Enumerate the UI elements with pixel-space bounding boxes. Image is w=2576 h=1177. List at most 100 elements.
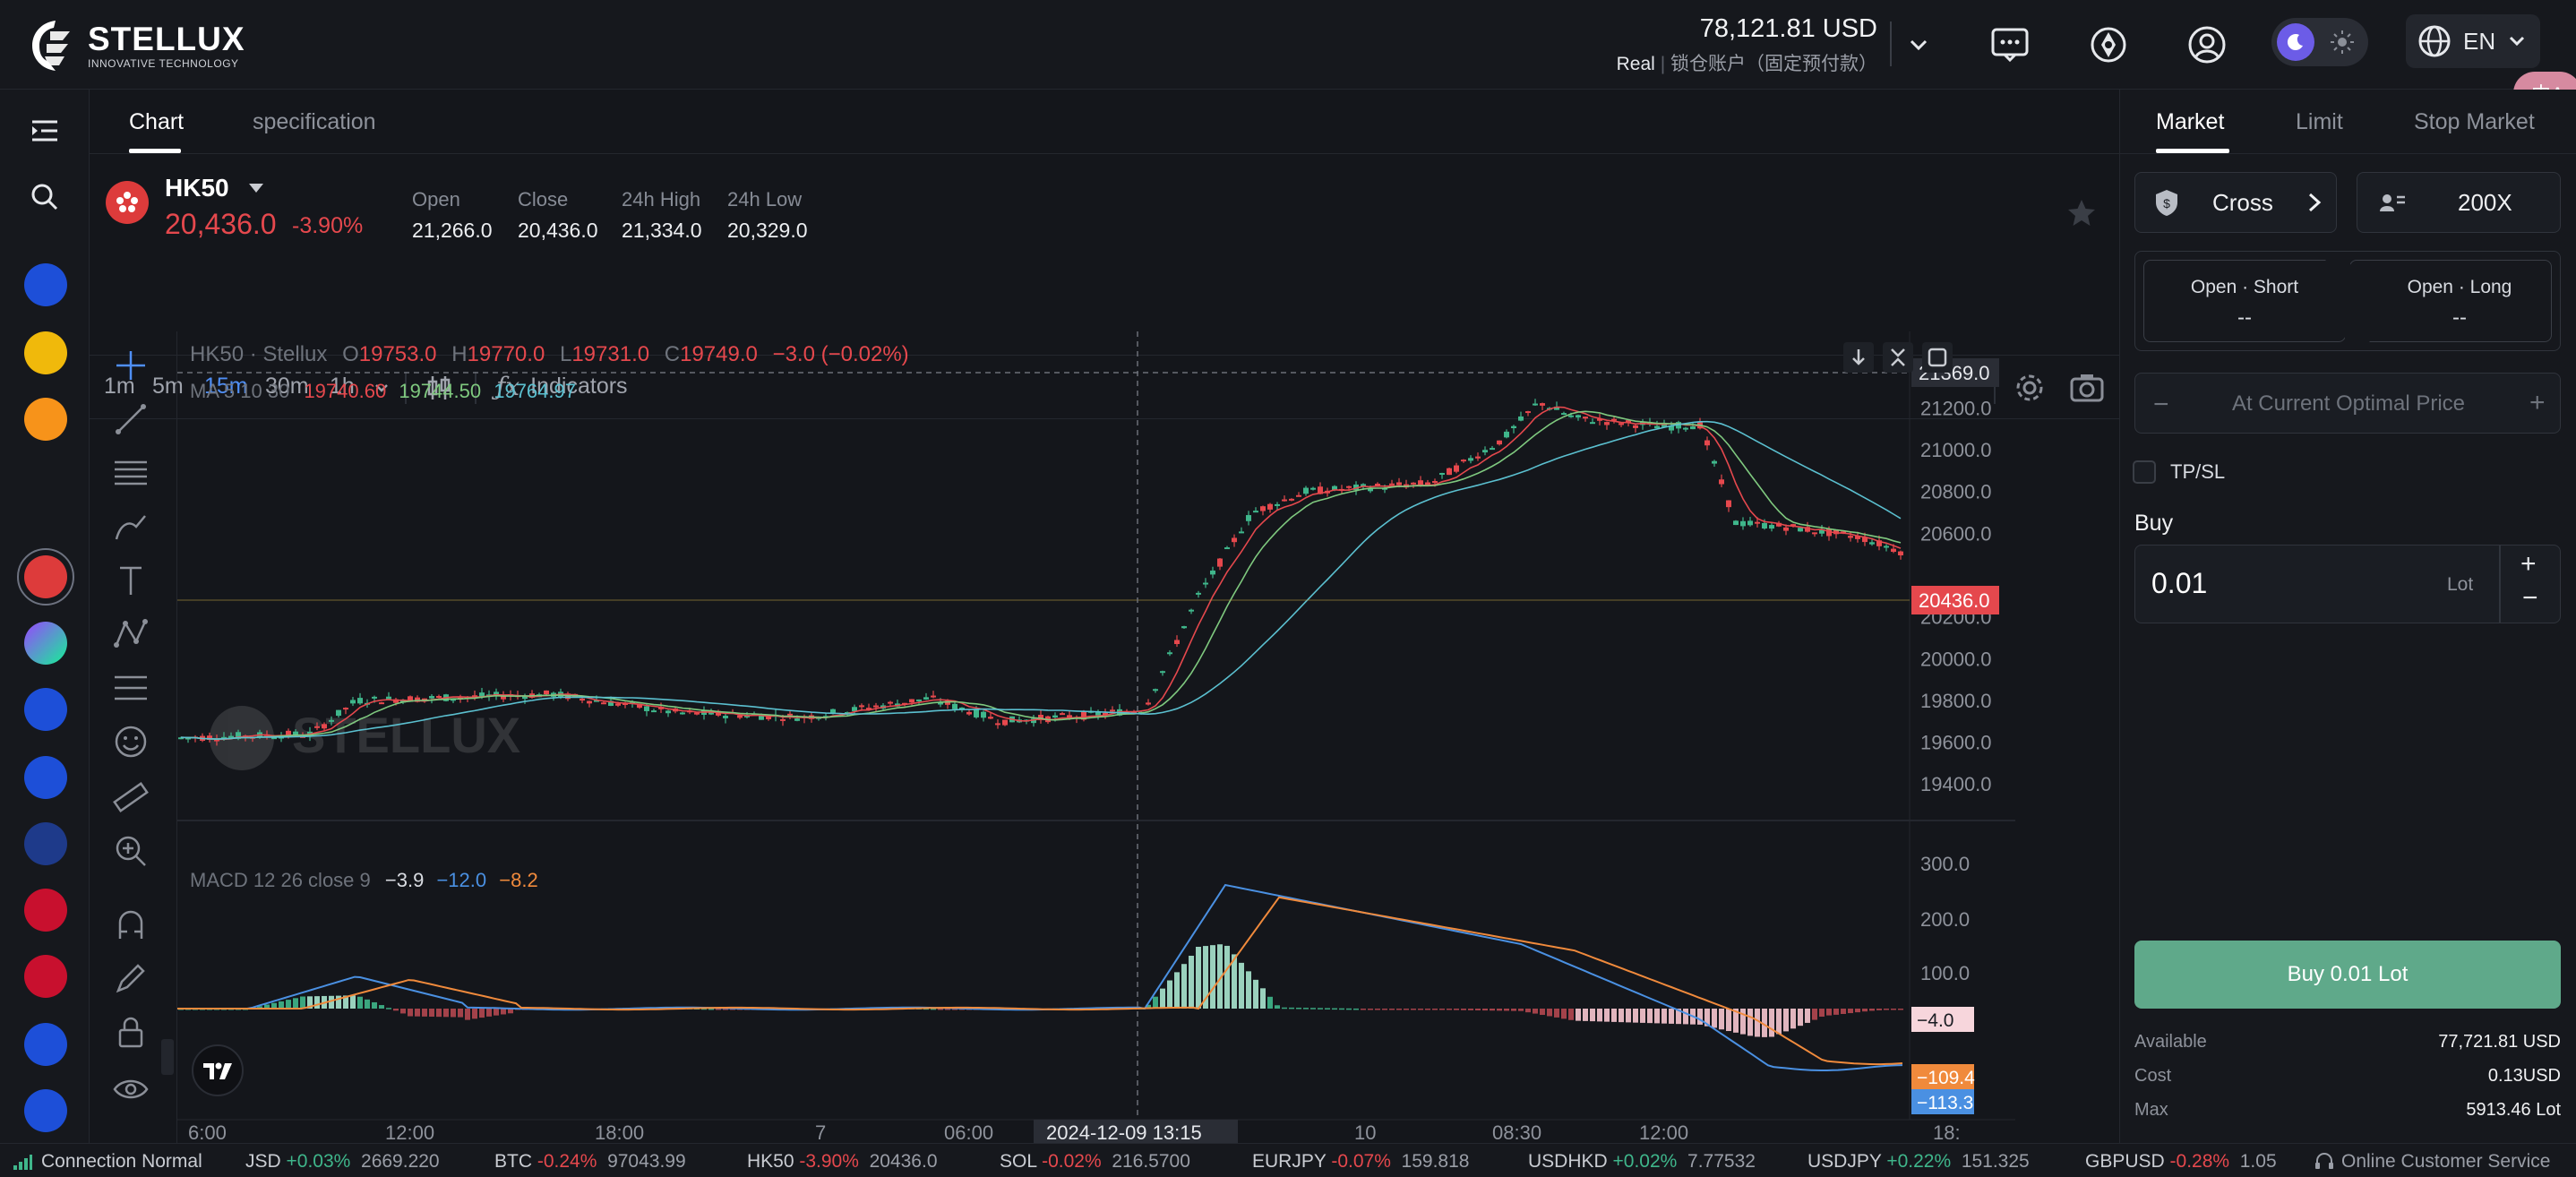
price-chart[interactable]: STELLUX 21200.0 21000.0 20800.0 20600.0 2020…	[177, 331, 2015, 1143]
scroll-to-latest-icon[interactable]	[1843, 342, 1874, 373]
favorite-star-icon[interactable]	[2065, 197, 2098, 229]
macd-histogram-bar	[393, 1009, 399, 1011]
trend-line-icon[interactable]	[111, 399, 150, 439]
zoom-in-icon[interactable]	[111, 831, 150, 871]
ticker-item[interactable]: JSD +0.03% 2669.220	[245, 1151, 440, 1172]
account-dropdown-icon[interactable]	[1893, 20, 1944, 70]
macd-histogram-bar	[1425, 1009, 1430, 1010]
crosshair-cursor-icon[interactable]	[111, 346, 150, 385]
ticker-item[interactable]: USDJPY +0.22% 151.325	[1807, 1151, 2030, 1172]
legend-close: 19749.0	[680, 342, 758, 366]
sol-symbol-icon[interactable]	[24, 622, 67, 665]
visibility-eye-icon[interactable]	[111, 1070, 150, 1109]
eurjpy-symbol-icon[interactable]	[24, 688, 67, 731]
ticker-item[interactable]: BTC -0.24% 97043.99	[494, 1151, 686, 1172]
ma5-line	[180, 406, 1902, 741]
text-tool-icon[interactable]	[111, 561, 150, 600]
symbol-name[interactable]: HK50	[165, 174, 229, 202]
eurusd-symbol-icon[interactable]	[24, 263, 67, 306]
btc-symbol-icon[interactable]	[24, 398, 67, 441]
macd-histogram-bar	[1232, 954, 1237, 1009]
usdjpy-symbol-icon[interactable]	[24, 822, 67, 865]
ticker-item[interactable]: HK50 -3.90% 20436.0	[747, 1151, 938, 1172]
pattern-tool-icon[interactable]	[111, 614, 150, 654]
symbol-dropdown-icon[interactable]	[247, 181, 265, 195]
account-balance[interactable]: 78,121.81 USD Real | 锁仓账户（固定预付款）	[1616, 14, 1877, 74]
timeframe-30m[interactable]: 30m	[265, 374, 309, 399]
collapse-toolbar-handle[interactable]	[161, 1039, 174, 1075]
timeframe-5m[interactable]: 5m	[152, 374, 184, 399]
magnet-icon[interactable]	[111, 905, 150, 944]
draw-lock-pencil-icon[interactable]	[111, 958, 150, 998]
search-icon[interactable]	[27, 179, 63, 215]
usdcad-symbol-icon[interactable]	[24, 1089, 67, 1132]
candle-body	[759, 716, 764, 720]
tab-limit[interactable]: Limit	[2296, 109, 2343, 134]
user-profile-icon[interactable]	[2182, 20, 2232, 70]
leverage-selector[interactable]: 200X	[2357, 172, 2561, 233]
time-axis-label: 08:30	[1492, 1121, 1541, 1143]
compass-icon[interactable]	[2083, 20, 2134, 70]
emoji-icon[interactable]	[111, 722, 150, 761]
quantity-decrement-button[interactable]: −	[2522, 583, 2538, 613]
tab-chart[interactable]: Chart	[129, 109, 185, 134]
collapse-pane-icon[interactable]	[1883, 342, 1913, 373]
timeframe-15m[interactable]: 15m	[204, 374, 248, 399]
macd-histogram-bar	[350, 995, 356, 1009]
collapse-menu-icon[interactable]	[27, 113, 63, 149]
quantity-input[interactable]: 0.01 Lot + −	[2134, 545, 2561, 623]
ruler-icon[interactable]	[111, 778, 150, 817]
indicators-button[interactable]: ƒx Indicators	[496, 372, 628, 401]
tab-market[interactable]: Market	[2156, 109, 2225, 134]
hk50-symbol-icon[interactable]	[24, 555, 67, 598]
lock-icon[interactable]	[111, 1012, 150, 1052]
audusd-symbol-icon[interactable]	[24, 1023, 67, 1066]
ticker-item[interactable]: GBPUSD -0.28% 1.05	[2085, 1151, 2277, 1172]
candle-body	[1848, 536, 1853, 538]
timeframe-1h[interactable]: 1h	[330, 374, 355, 399]
tab-specification[interactable]: specification	[253, 109, 376, 134]
chart-settings-gear-icon[interactable]	[2014, 372, 2046, 404]
message-icon[interactable]	[1985, 20, 2035, 70]
candle-body	[1626, 420, 1631, 423]
price-increment-button[interactable]: +	[2529, 388, 2546, 417]
open-short-button[interactable]: Open · Short --	[2143, 260, 2346, 342]
usdhkd-symbol-icon[interactable]	[24, 756, 67, 799]
macd-histogram-bar	[422, 1009, 427, 1017]
price-decrement-button[interactable]: −	[2153, 390, 2169, 419]
tradingview-logo-icon[interactable]	[192, 1044, 244, 1096]
candle-body	[336, 709, 341, 717]
tab-stop-market[interactable]: Stop Market	[2414, 109, 2535, 134]
buy-submit-button[interactable]: Buy 0.01 Lot	[2134, 941, 2561, 1009]
fib-tool-icon[interactable]	[111, 668, 150, 708]
candle-type-icon[interactable]	[425, 374, 453, 402]
price-input[interactable]: − At Current Optimal Price +	[2134, 373, 2561, 434]
ticker-item[interactable]: USDHKD +0.02% 7.77532	[1528, 1151, 1756, 1172]
macd-histogram-bar	[1518, 1009, 1524, 1011]
candle-body	[580, 698, 585, 701]
macd-histogram-bar	[708, 1008, 714, 1010]
usdchf-symbol-icon[interactable]	[24, 955, 67, 998]
horizontal-lines-icon[interactable]	[111, 453, 150, 493]
chevron-right-icon	[2308, 193, 2322, 212]
online-support-link[interactable]: Online Customer Service	[2307, 1151, 2551, 1173]
max-value: 5913.46 Lot	[2466, 1100, 2561, 1120]
ticker-item[interactable]: EURJPY -0.07% 159.818	[1252, 1151, 1470, 1172]
language-selector[interactable]: EN	[2406, 14, 2540, 68]
screenshot-camera-icon[interactable]	[2069, 372, 2105, 404]
ticker-item[interactable]: SOL -0.02% 216.5700	[1000, 1151, 1190, 1172]
brush-icon[interactable]	[111, 507, 150, 546]
price-axis-label: 21000.0	[1920, 439, 1992, 461]
gold-symbol-icon[interactable]	[24, 331, 67, 374]
open-long-button[interactable]: Open · Long --	[2349, 260, 2552, 342]
margin-mode-selector[interactable]: $ Cross	[2134, 172, 2337, 233]
theme-toggle[interactable]	[2271, 18, 2368, 66]
quantity-increment-button[interactable]: +	[2520, 549, 2537, 579]
timeframe-more-chevron-icon[interactable]	[373, 379, 391, 397]
gbpusd-symbol-icon[interactable]	[24, 889, 67, 932]
maximize-pane-icon[interactable]	[1922, 342, 1953, 373]
brand-logo[interactable]: STELLUX INNOVATIVE TECHNOLOGY	[29, 11, 245, 81]
candle-body	[938, 702, 943, 705]
order-type-tabs: Market Limit Stop Market	[2120, 90, 2576, 154]
tpsl-checkbox[interactable]	[2133, 460, 2156, 484]
